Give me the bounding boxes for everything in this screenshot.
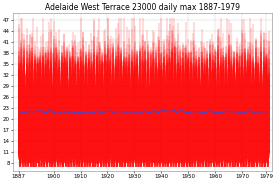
Title: Adelaide West Terrace 23000 daily max 1887-1979: Adelaide West Terrace 23000 daily max 18… xyxy=(45,3,240,12)
